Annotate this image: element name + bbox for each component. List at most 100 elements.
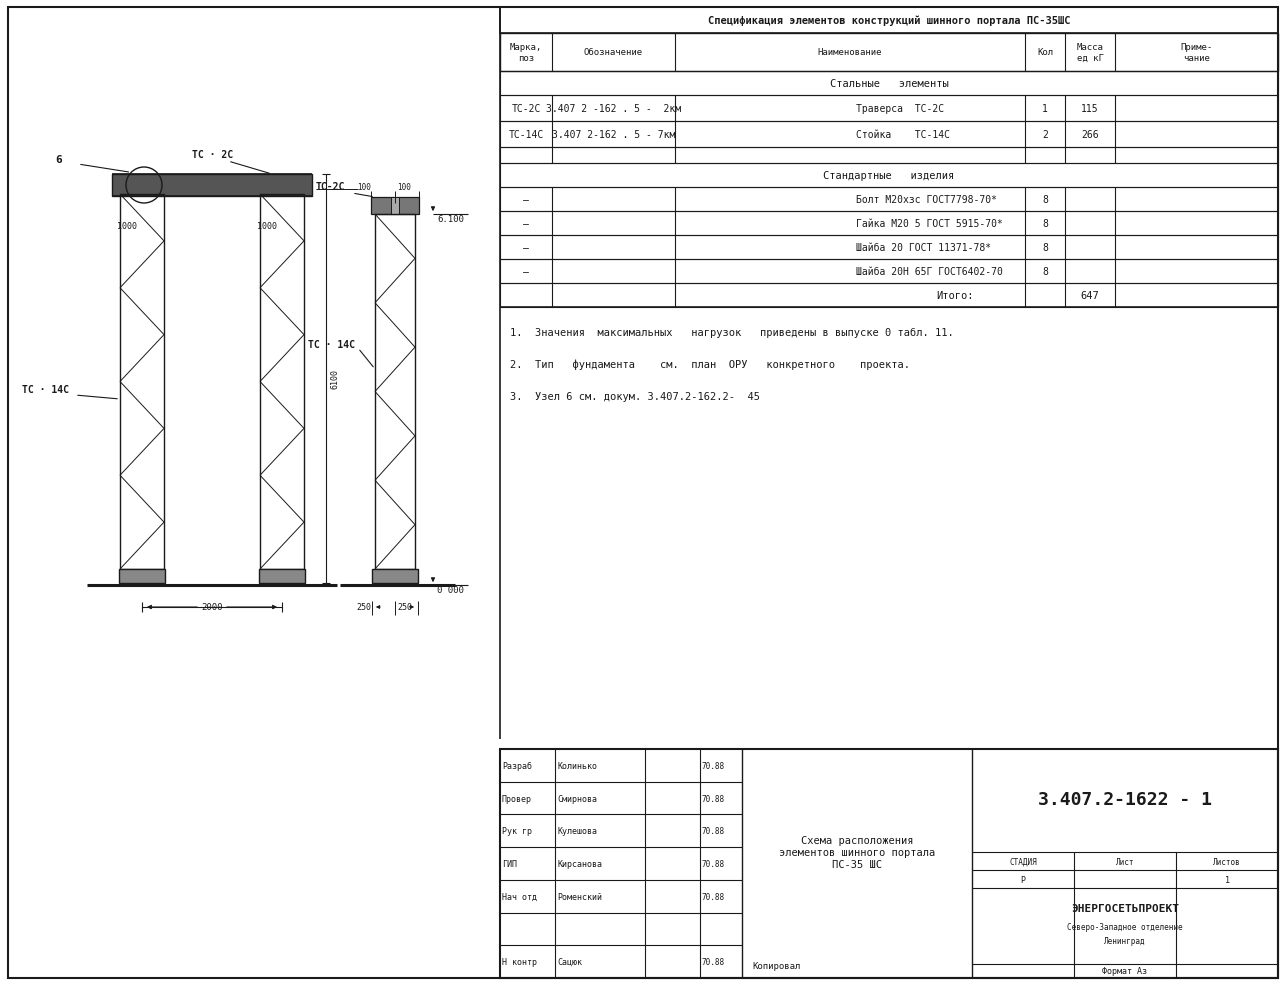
- Bar: [500, 96, 1278, 122]
- Text: ТС · 14С: ТС · 14С: [22, 385, 69, 394]
- Text: 115: 115: [1082, 104, 1098, 114]
- Bar: [500, 34, 1278, 72]
- Text: Разраб: Разраб: [502, 761, 532, 770]
- Text: —: —: [523, 243, 529, 252]
- Text: Болт М20хзс ГОСТ7798-70*: Болт М20хзс ГОСТ7798-70*: [856, 195, 997, 205]
- Text: Спецификация элементов конструкций шинного портала ПС-35ШС: Спецификация элементов конструкций шинно…: [707, 16, 1070, 27]
- Text: Копировал: Копировал: [752, 961, 800, 970]
- Bar: [260, 195, 303, 570]
- Text: 8: 8: [1042, 267, 1048, 277]
- Text: 1000: 1000: [117, 222, 138, 232]
- Bar: [370, 198, 419, 215]
- Text: Р: Р: [1021, 875, 1025, 883]
- Bar: [500, 284, 1278, 308]
- Text: 70.88: 70.88: [702, 794, 725, 803]
- Text: 3.407.2-1622 - 1: 3.407.2-1622 - 1: [1038, 791, 1211, 809]
- Text: Шайба 20 ГОСТ 11371-78*: Шайба 20 ГОСТ 11371-78*: [856, 243, 992, 252]
- Text: 8: 8: [1042, 219, 1048, 229]
- Text: Схема расположения
элементов шинного портала
ПС-35 ШС: Схема расположения элементов шинного пор…: [779, 835, 935, 869]
- Text: Кол: Кол: [1037, 48, 1053, 57]
- Text: ТС · 2С: ТС · 2С: [192, 150, 233, 160]
- Text: 1: 1: [1224, 875, 1229, 883]
- Text: Приме-
чание: Приме- чание: [1181, 43, 1213, 63]
- Bar: [500, 259, 1278, 284]
- Text: 3.407 2 -162 . 5 -  2км: 3.407 2 -162 . 5 - 2км: [547, 104, 682, 114]
- Bar: [500, 122, 1278, 148]
- Text: 8: 8: [1042, 243, 1048, 252]
- Text: 250: 250: [356, 602, 370, 612]
- Text: 100: 100: [397, 183, 410, 192]
- Text: Шайба 20Н 65Г ГОСТ6402-70: Шайба 20Н 65Г ГОСТ6402-70: [856, 267, 1003, 277]
- Text: Северо-Западное отделение: Северо-Западное отделение: [1067, 922, 1183, 931]
- Bar: [372, 570, 418, 584]
- Bar: [500, 148, 1278, 164]
- Bar: [120, 570, 165, 584]
- Text: 266: 266: [1082, 130, 1098, 140]
- Text: 70.88: 70.88: [702, 859, 725, 868]
- Text: 2.  Тип   фундамента    см.  план  ОРУ   конкретного    проекта.: 2. Тип фундамента см. план ОРУ конкретно…: [511, 360, 910, 370]
- Bar: [500, 212, 1278, 236]
- Bar: [112, 175, 312, 197]
- Text: Наименование: Наименование: [818, 48, 882, 57]
- Text: 8: 8: [1042, 195, 1048, 205]
- Text: Формат Аз: Формат Аз: [1102, 966, 1147, 975]
- Text: 2000: 2000: [201, 602, 222, 612]
- Text: Масса
ед кГ: Масса ед кГ: [1076, 43, 1103, 63]
- Text: Лист: Лист: [1116, 857, 1134, 866]
- Text: 6: 6: [55, 155, 62, 165]
- Text: Провер: Провер: [502, 794, 532, 803]
- Text: Стандартные   изделия: Стандартные изделия: [823, 171, 954, 180]
- Text: 70.88: 70.88: [702, 761, 725, 770]
- Text: Обозначение: Обозначение: [584, 48, 643, 57]
- Bar: [500, 236, 1278, 259]
- Text: 70.88: 70.88: [702, 826, 725, 835]
- Text: 2: 2: [1042, 130, 1048, 140]
- Text: 70.88: 70.88: [702, 891, 725, 901]
- Text: 6100: 6100: [331, 369, 340, 389]
- Bar: [391, 198, 399, 215]
- Text: 1.  Значения  максимальных   нагрузок   приведены в выпуске 0 табл. 11.: 1. Значения максимальных нагрузок привед…: [511, 327, 954, 338]
- Text: Стальные   элементы: Стальные элементы: [829, 79, 948, 89]
- Text: Сацюк: Сацюк: [557, 957, 583, 966]
- Text: ТС · 14С: ТС · 14С: [309, 339, 355, 350]
- Text: ЭНЕРГОСЕТЬПРОЕКТ: ЭНЕРГОСЕТЬПРОЕКТ: [1071, 903, 1179, 913]
- Text: Н контр: Н контр: [502, 957, 538, 966]
- Text: Стойка    ТС-14С: Стойка ТС-14С: [856, 130, 950, 140]
- Text: 647: 647: [1080, 291, 1100, 301]
- Text: ТС-2С: ТС-2С: [512, 104, 540, 114]
- Text: 3.407 2-162 . 5 - 7км: 3.407 2-162 . 5 - 7км: [552, 130, 675, 140]
- Text: Кулешова: Кулешова: [557, 826, 597, 835]
- Text: Колинько: Колинько: [557, 761, 597, 770]
- Text: 1000: 1000: [257, 222, 276, 232]
- Text: Листов: Листов: [1213, 857, 1241, 866]
- Bar: [120, 195, 165, 570]
- Text: Роменский: Роменский: [557, 891, 602, 901]
- Text: 70.88: 70.88: [702, 957, 725, 966]
- Text: Кирсанова: Кирсанова: [557, 859, 602, 868]
- Bar: [500, 749, 1278, 978]
- Text: Гайка М20 5 ГОСТ 5915-70*: Гайка М20 5 ГОСТ 5915-70*: [856, 219, 1003, 229]
- Bar: [258, 570, 305, 584]
- Bar: [500, 8, 1278, 34]
- Bar: [500, 164, 1278, 187]
- Text: Итого:: Итого:: [936, 291, 974, 301]
- Text: ГИП: ГИП: [502, 859, 517, 868]
- Bar: [500, 187, 1278, 212]
- Text: —: —: [523, 267, 529, 277]
- Bar: [500, 72, 1278, 96]
- Text: ТС-2С: ТС-2С: [316, 181, 346, 192]
- Text: Траверса  ТС-2С: Траверса ТС-2С: [856, 104, 944, 114]
- Text: Марка,
поз: Марка, поз: [509, 43, 543, 63]
- Text: СТАДИЯ: СТАДИЯ: [1010, 857, 1037, 866]
- Text: 250: 250: [397, 602, 412, 612]
- Text: 6.100: 6.100: [437, 215, 464, 224]
- Text: 3.  Узел 6 см. докум. 3.407.2-162.2-  45: 3. Узел 6 см. докум. 3.407.2-162.2- 45: [511, 391, 760, 401]
- Text: Нач отд: Нач отд: [502, 891, 538, 901]
- Text: —: —: [523, 195, 529, 205]
- Text: Смирнова: Смирнова: [557, 794, 597, 803]
- Text: Рук гр: Рук гр: [502, 826, 532, 835]
- Bar: [376, 215, 415, 570]
- Text: 0 000: 0 000: [437, 586, 464, 595]
- Text: —: —: [523, 219, 529, 229]
- Text: Ленинград: Ленинград: [1105, 936, 1146, 945]
